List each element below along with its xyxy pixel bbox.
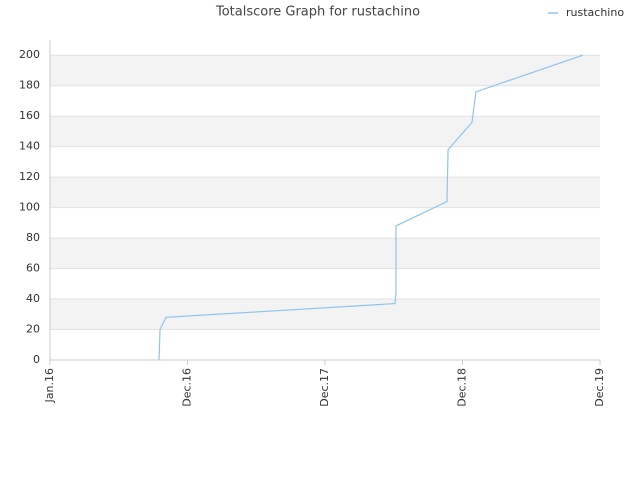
y-tick-label: 160 xyxy=(19,109,40,122)
band xyxy=(50,85,600,117)
band xyxy=(50,40,600,56)
x-tick-label: Jan.16 xyxy=(43,368,56,403)
band xyxy=(50,146,600,178)
y-tick-label: 120 xyxy=(19,170,40,183)
y-tick-label: 180 xyxy=(19,79,40,92)
x-tick-label: Dec.16 xyxy=(181,368,194,407)
x-tick-label: Dec.19 xyxy=(593,368,606,407)
band xyxy=(50,268,600,300)
y-tick-label: 0 xyxy=(33,353,40,366)
band xyxy=(50,329,600,360)
y-tick-label: 40 xyxy=(26,292,40,305)
x-tick-label: Dec.17 xyxy=(318,368,331,407)
y-tick-label: 80 xyxy=(26,231,40,244)
y-tick-label: 200 xyxy=(19,48,40,61)
y-tick-label: 100 xyxy=(19,201,40,214)
y-tick-label: 140 xyxy=(19,140,40,153)
chart-title: Totalscore Graph for rustachino xyxy=(215,5,420,20)
band xyxy=(50,207,600,239)
y-tick-label: 60 xyxy=(26,262,40,275)
legend-label: rustachino xyxy=(566,6,624,19)
line xyxy=(158,54,584,361)
x-tick-label: Dec.18 xyxy=(456,368,469,407)
y-tick-label: 20 xyxy=(26,323,40,336)
